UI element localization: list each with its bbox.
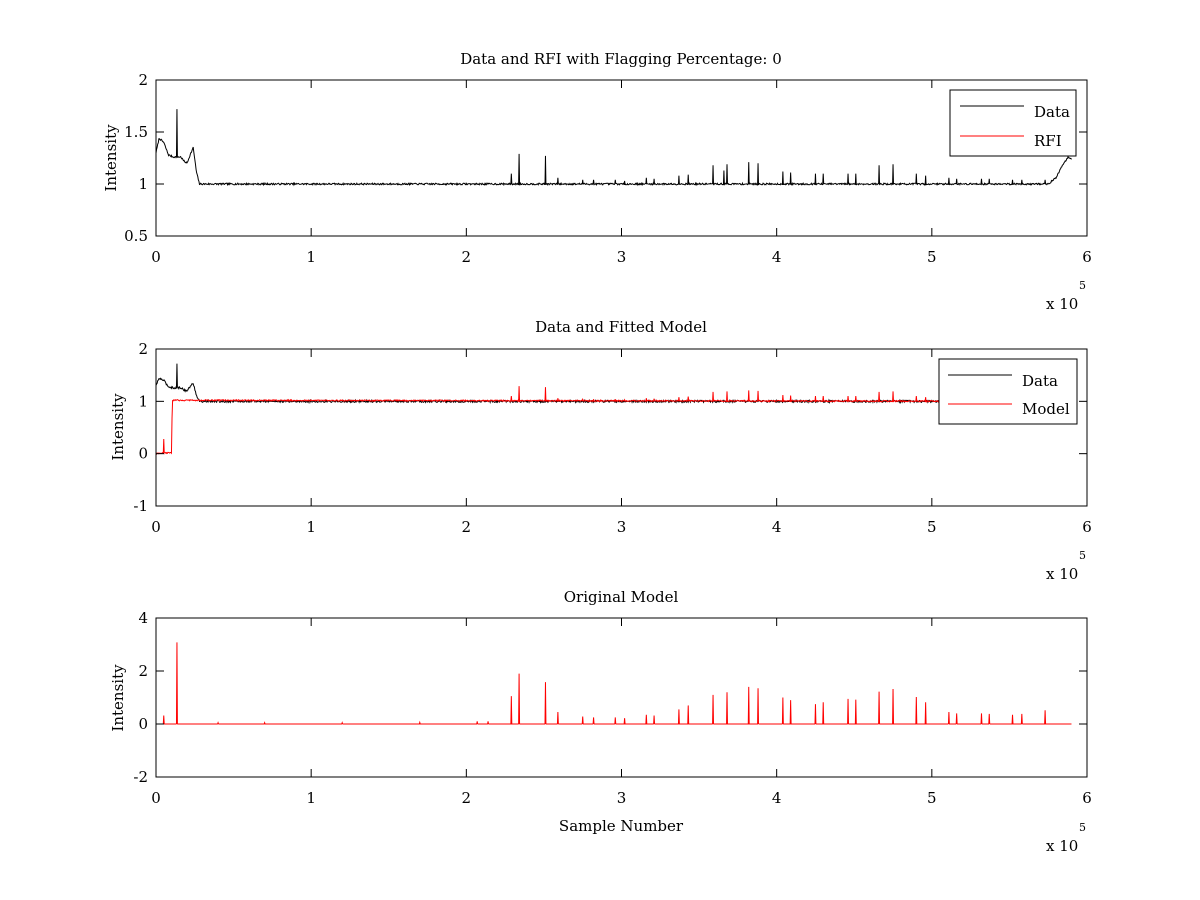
x-tick-label: 4 [772,518,782,536]
subplot-original-model: Original Model Intensity Sample Number 0… [109,588,1092,855]
subplot-1-ylabel: Intensity [102,124,120,192]
x-tick-label: 3 [617,789,627,807]
series-line-data-subplot-1 [156,109,1072,187]
x-tick-label: 5 [927,518,937,536]
series-line-model-subplot-3 [156,642,1072,725]
x-tick-label: 4 [772,248,782,266]
x-tick-label: 0 [151,789,161,807]
y-tick-label: -2 [133,768,148,786]
subplot-1-legend: Data RFI [949,89,1077,157]
y-tick-label: 4 [138,609,148,627]
subplot-1-x-exponent: 5 [1079,279,1086,292]
legend-box [949,89,1077,157]
x-tick-label: 3 [617,518,627,536]
y-tick-label: 0 [138,715,148,733]
subplot-1-title: Data and RFI with Flagging Percentage: 0 [460,50,782,68]
y-tick-label: 1.5 [124,123,148,141]
subplot-2-title: Data and Fitted Model [535,318,707,336]
subplot-3-x-multiplier: x 10 [1046,837,1078,855]
y-tick-label: -1 [133,497,148,515]
subplot-data-and-fitted-model: Data and Fitted Model Intensity 0 1 2 3 4 5 6 -… [109,318,1092,583]
y-tick-label: 1 [138,175,148,193]
x-tick-label: 1 [306,789,316,807]
x-tick-label: 0 [151,248,161,266]
subplot-2-x-exponent: 5 [1079,549,1086,562]
x-tick-label: 5 [927,789,937,807]
y-tick-label: 1 [138,392,148,410]
subplot-3-title: Original Model [564,588,679,606]
y-tick-label: 2 [138,662,148,680]
subplot-2-legend: Data Model [938,358,1078,425]
x-tick-label: 5 [927,248,937,266]
x-tick-label: 6 [1082,248,1092,266]
subplot-3-ylabel: Intensity [109,664,127,732]
x-tick-label: 2 [462,248,472,266]
x-tick-label: 2 [462,789,472,807]
subplot-2-x-multiplier: x 10 [1046,565,1078,583]
subplot-3-x-exponent: 5 [1079,821,1086,834]
subplot-3-xlabel: Sample Number [559,817,684,835]
subplot-2-ylabel: Intensity [109,393,127,461]
x-tick-label: 6 [1082,789,1092,807]
x-tick-label: 1 [306,248,316,266]
x-tick-label: 0 [151,518,161,536]
x-tick-label: 6 [1082,518,1092,536]
x-tick-label: 2 [462,518,472,536]
subplot-1-x-multiplier: x 10 [1046,295,1078,313]
series-line-model-subplot-2 [156,386,1072,455]
legend-label-model: Model [1022,400,1070,418]
x-tick-label: 4 [772,789,782,807]
subplot-data-and-rfi: Data and RFI with Flagging Percentage: 0… [102,50,1092,313]
y-tick-label: 2 [138,71,148,89]
legend-label-data: Data [1034,103,1070,121]
subplot-1-plot-area: 0 1 2 3 4 5 6 0.5 1 1.5 2 [124,71,1092,266]
y-tick-label: 0 [138,445,148,463]
legend-box [938,358,1078,425]
x-tick-label: 1 [306,518,316,536]
legend-label-data: Data [1022,372,1058,390]
y-tick-label: 0.5 [124,227,148,245]
x-tick-label: 3 [617,248,627,266]
legend-label-rfi: RFI [1034,132,1062,150]
y-tick-label: 2 [138,340,148,358]
